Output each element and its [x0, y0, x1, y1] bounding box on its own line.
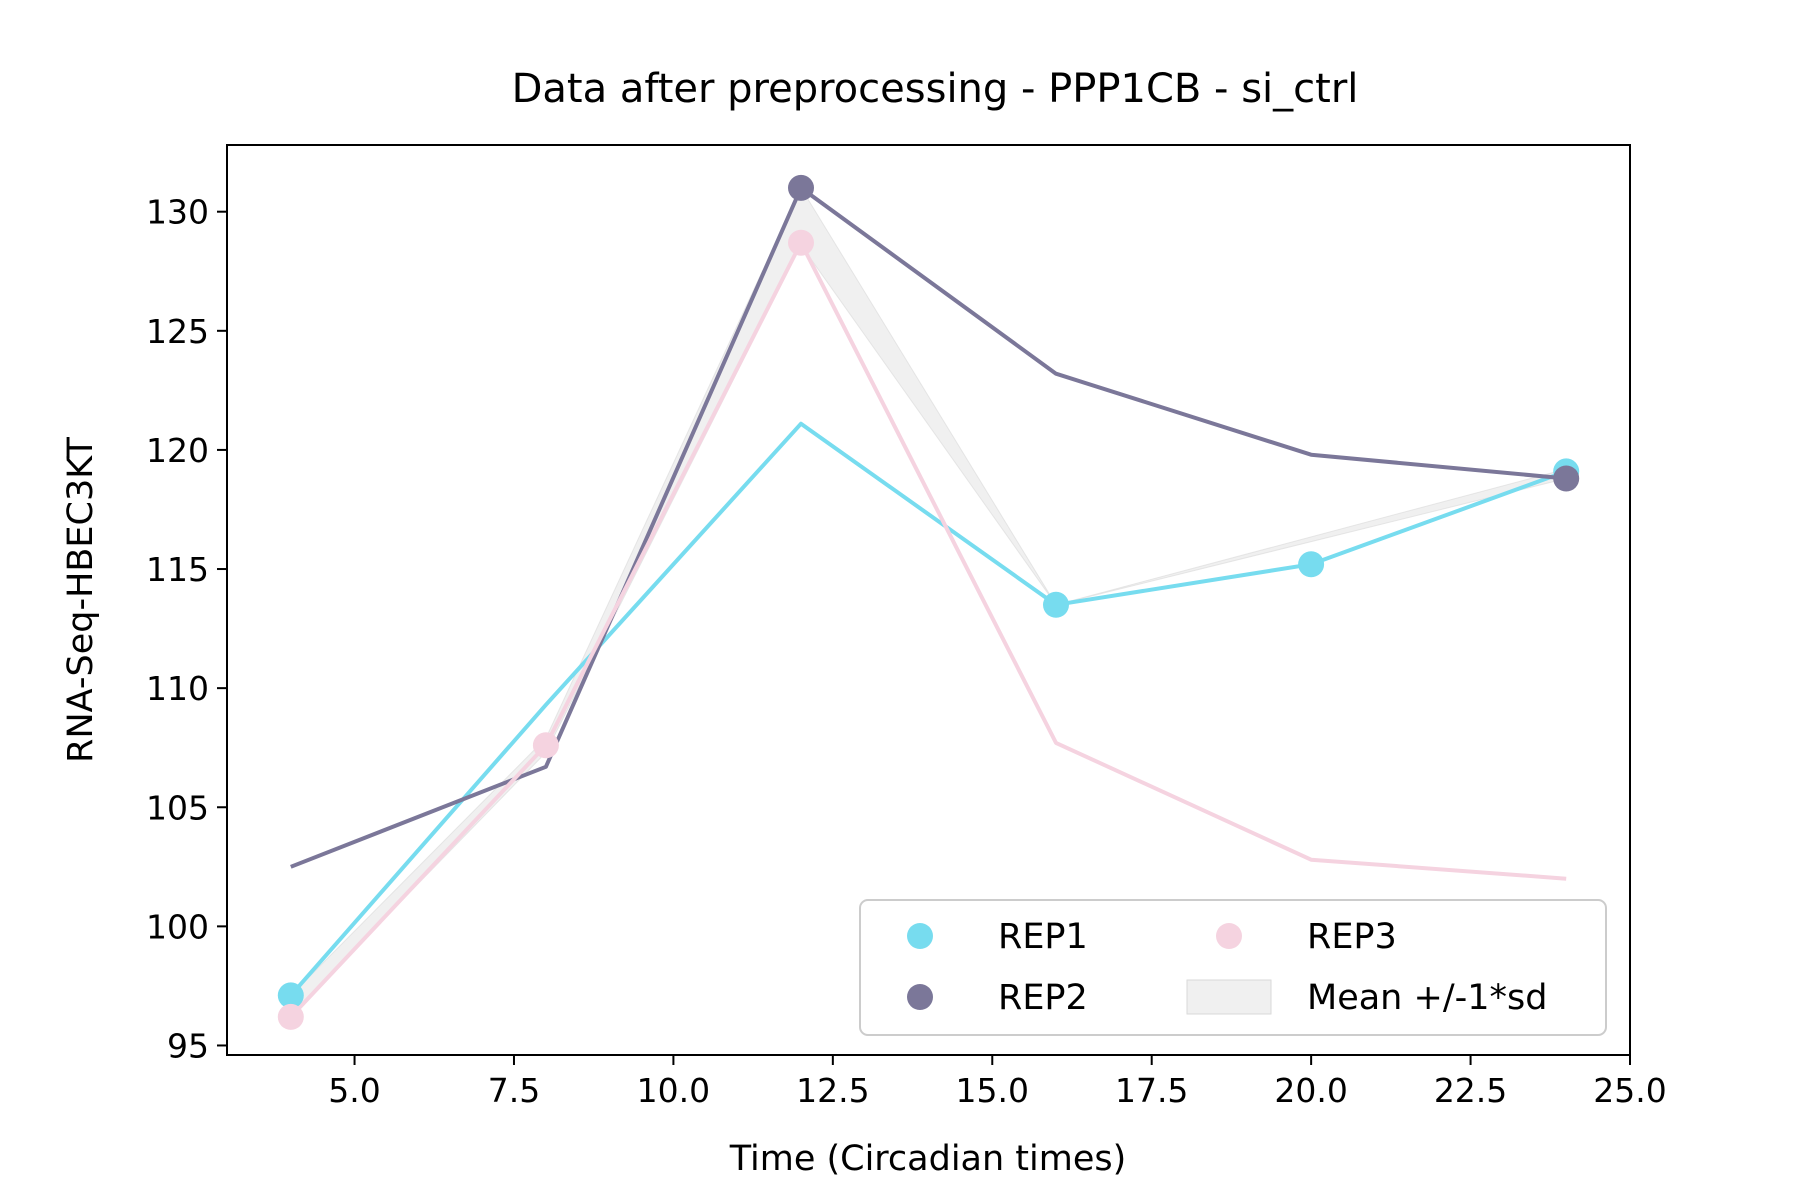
- data-point-rep1: [277, 982, 304, 1009]
- x-tick-label: 22.5: [1434, 1071, 1507, 1110]
- x-tick-label: 12.5: [796, 1071, 869, 1110]
- series-line-rep2: [290, 185, 1567, 869]
- x-tick-label: 5.0: [328, 1071, 380, 1110]
- y-tick-label: 120: [146, 431, 209, 470]
- data-point-rep2: [788, 174, 814, 201]
- x-axis-label: Time (Circadian times): [729, 1139, 1127, 1179]
- axes-frame: [226, 144, 1631, 1056]
- legend-label: REP2: [998, 978, 1088, 1018]
- x-tick-label: 17.5: [1115, 1071, 1188, 1110]
- y-axis: 95 100 105 110 115 120 125 130: [146, 193, 227, 1065]
- x-axis: 5.0 7.5 10.0 12.5 15.0 17.5 20.0 22.5 25.0: [328, 1055, 1667, 1110]
- y-tick-label: 115: [146, 550, 209, 589]
- legend-marker-rep3: [1216, 923, 1242, 949]
- chart-title: Data after preprocessing - PPP1CB - si_c…: [512, 66, 1359, 112]
- sd-band: [290, 186, 1567, 1016]
- legend-swatch-band: [1186, 979, 1272, 1015]
- legend-marker-rep2: [907, 984, 933, 1010]
- legend-label: REP1: [998, 917, 1088, 957]
- y-tick-label: 110: [146, 669, 209, 708]
- x-tick-label: 25.0: [1593, 1071, 1666, 1110]
- y-tick-label: 130: [146, 193, 209, 232]
- series-line-rep3: [289, 240, 1567, 1019]
- legend: REP1 REP2 REP3 Mean +/-1*sd: [859, 899, 1607, 1036]
- x-tick-label: 15.0: [956, 1071, 1029, 1110]
- series-line-rep1: [289, 421, 1567, 997]
- x-tick-label: 7.5: [488, 1071, 540, 1110]
- legend-box: [859, 899, 1607, 1036]
- data-point-rep3: [788, 229, 814, 256]
- y-axis-label: RNA-Seq-HBEC3KT: [61, 437, 101, 763]
- y-tick-label: 100: [146, 907, 209, 946]
- data-point-rep2: [1553, 465, 1580, 492]
- data-point-rep1: [1298, 551, 1325, 578]
- legend-label: Mean +/-1*sd: [1307, 978, 1547, 1018]
- x-tick-label: 20.0: [1274, 1071, 1347, 1110]
- data-point-rep3: [277, 1003, 304, 1030]
- plot-area: [277, 174, 1580, 1030]
- legend-label: REP3: [1307, 917, 1397, 957]
- legend-marker-rep1: [907, 923, 933, 949]
- x-tick-label: 10.0: [637, 1071, 710, 1110]
- data-point-rep3: [532, 732, 559, 759]
- y-tick-label: 125: [146, 312, 209, 351]
- y-tick-label: 95: [167, 1026, 209, 1065]
- data-point-rep1: [1043, 591, 1069, 618]
- y-tick-label: 105: [146, 788, 209, 827]
